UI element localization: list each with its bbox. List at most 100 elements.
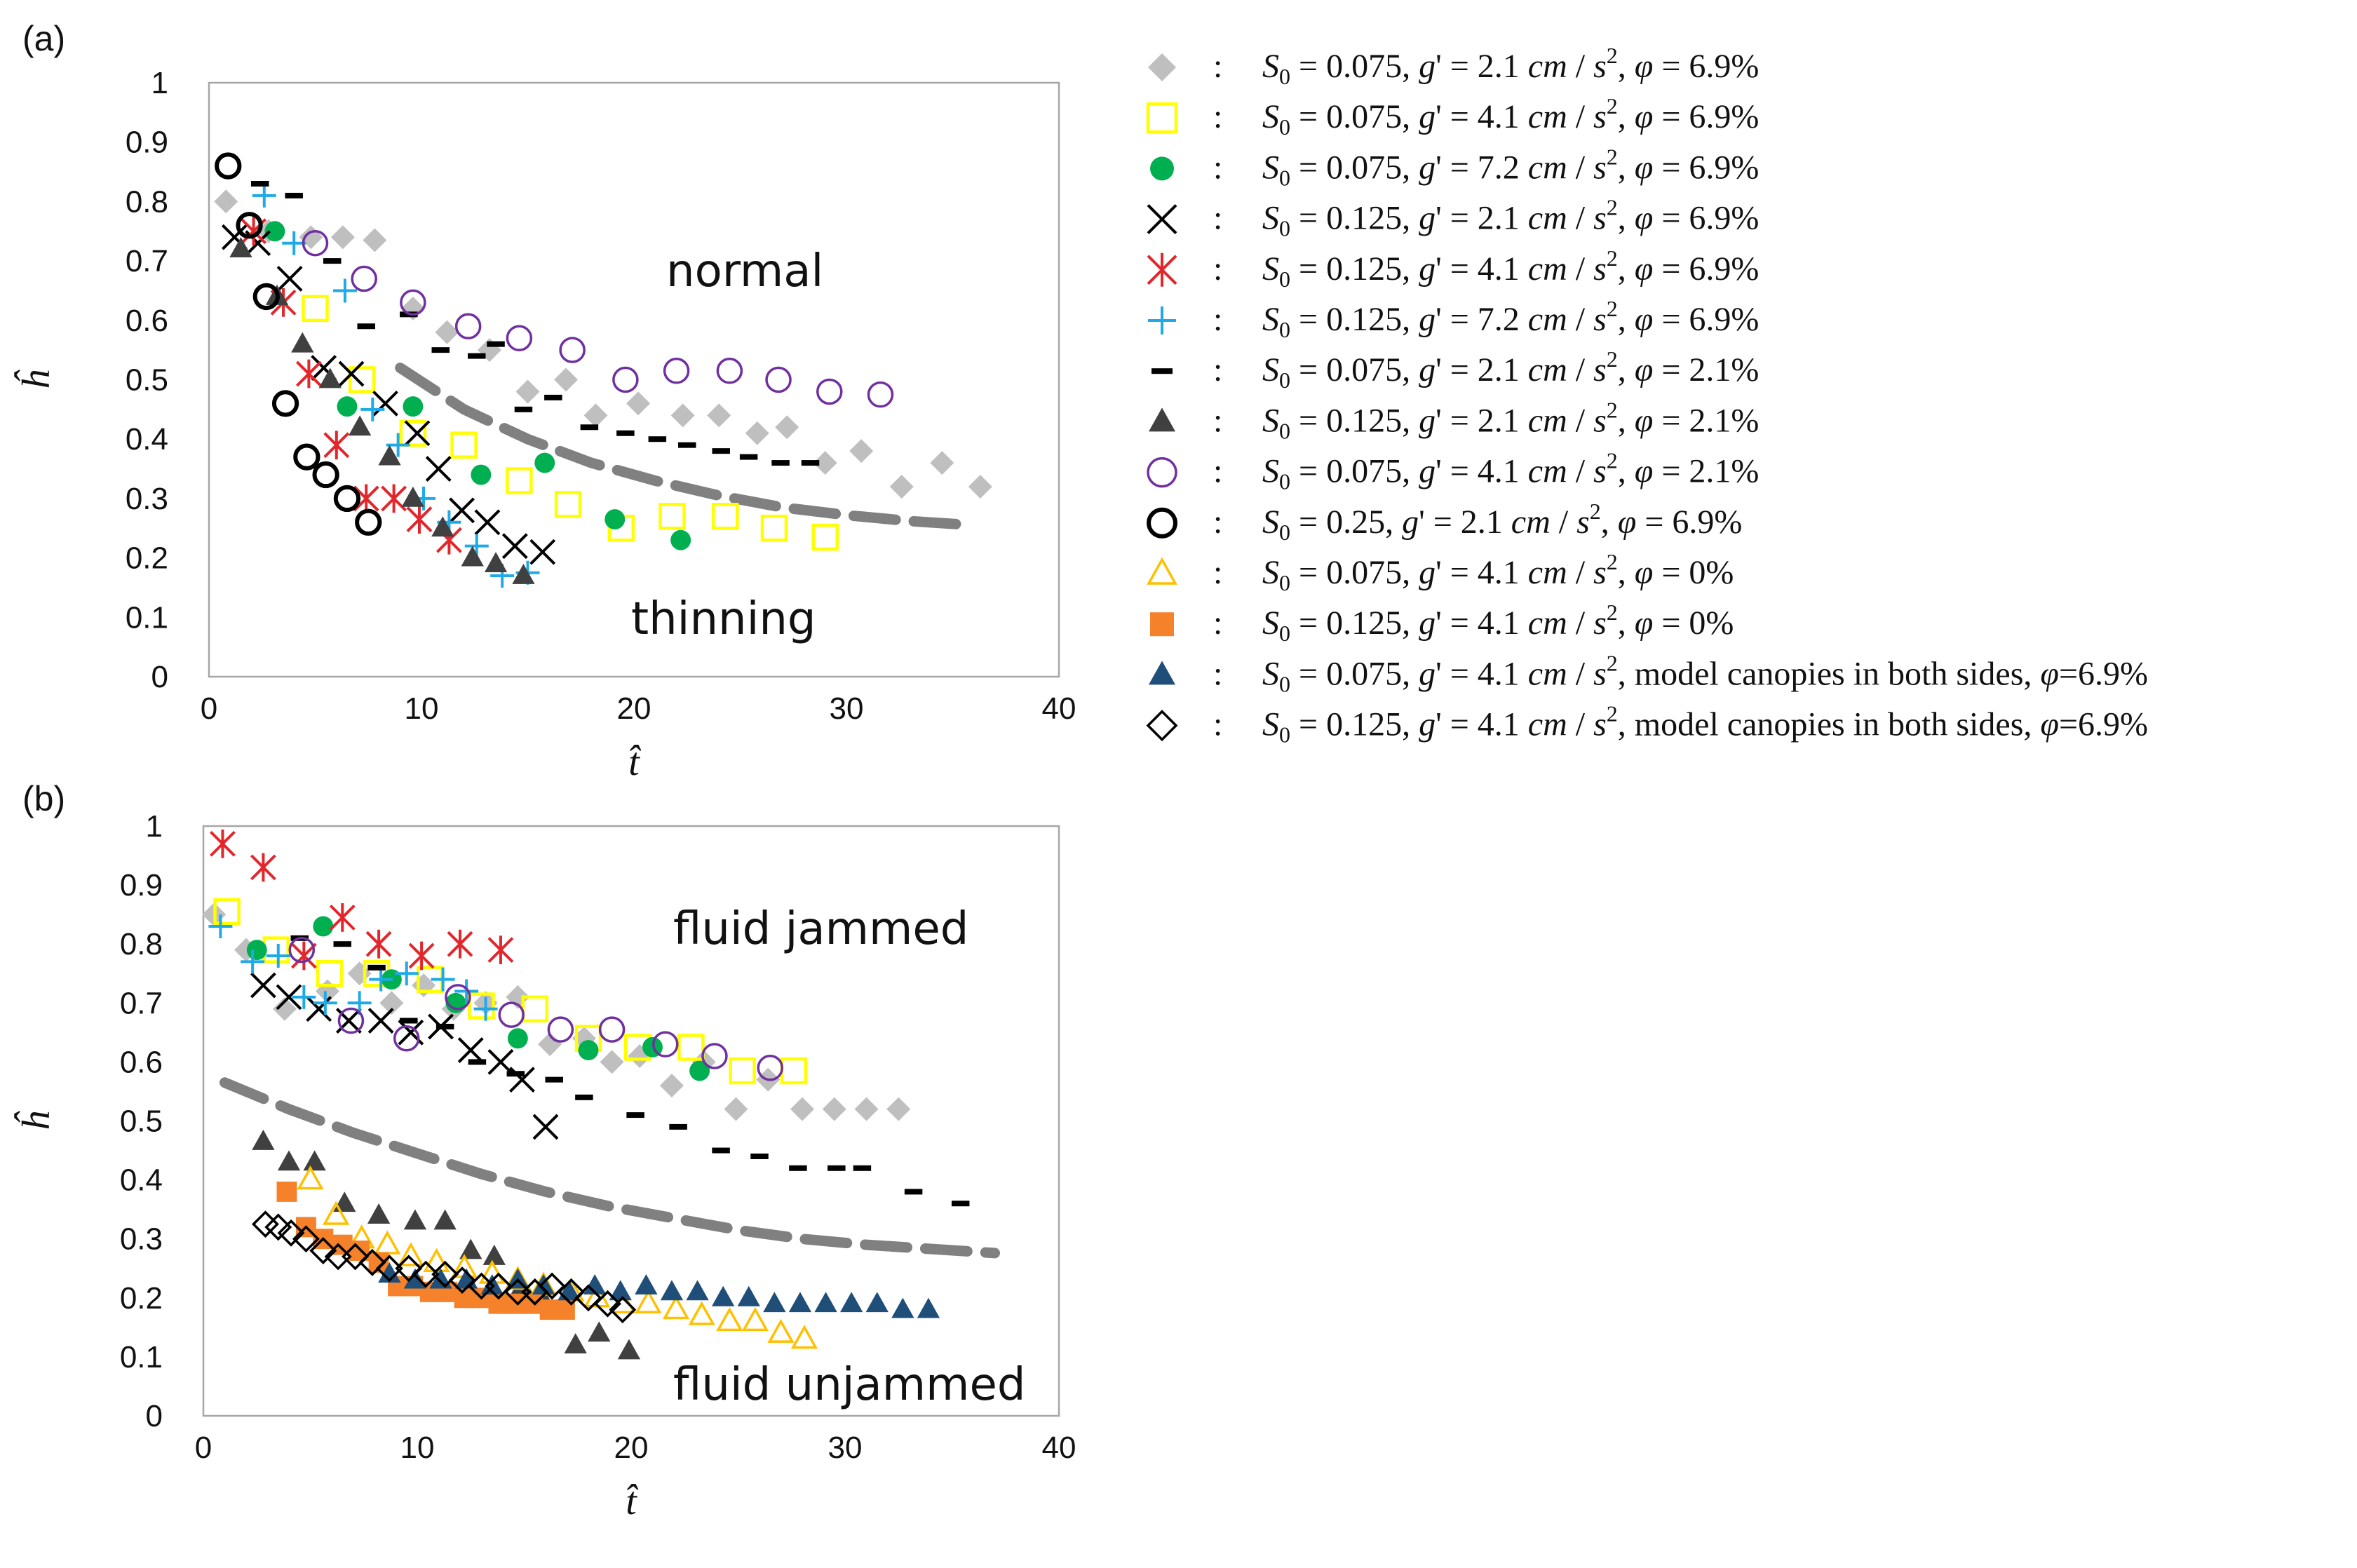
- legend-text: S0 = 0.075, g' = 7.2 cm / s2, φ = 6.9%: [1262, 144, 1759, 190]
- data-point: [487, 341, 505, 347]
- data-point: [333, 485, 361, 513]
- legend-text-part: cm: [1528, 706, 1567, 743]
- legend-text-part: = 2.1%: [1653, 402, 1759, 439]
- legend-text: S0 = 0.125, g' = 4.1 cm / s2, φ = 0%: [1262, 600, 1734, 646]
- legend-text-part: 0: [1279, 317, 1290, 342]
- legend-item-s14: : S0 = 0.125, g' = 4.1 cm / s2, model can…: [1146, 701, 2148, 748]
- legend-text-part: 2: [1607, 346, 1618, 372]
- legend-text-part: g: [1419, 351, 1436, 388]
- data-point: [473, 996, 498, 1021]
- data-point: [447, 929, 473, 959]
- x-tick-label: 0: [201, 691, 217, 726]
- y-tick-label: 0.2: [126, 541, 168, 576]
- legend-separator: :: [1213, 250, 1222, 288]
- legend-text: S0 = 0.125, g' = 2.1 cm / s2, φ = 6.9%: [1262, 195, 1759, 241]
- legend-text-part: s: [1593, 706, 1607, 743]
- data-point: [574, 1284, 602, 1312]
- legend-text-part: = 0.125,: [1290, 706, 1419, 743]
- data-point: [423, 1248, 450, 1272]
- data-point: [378, 445, 401, 466]
- legend-text-part: ' = 2.1: [1419, 503, 1511, 541]
- legend-text-part: =6.9%: [2059, 706, 2148, 743]
- data-point: [375, 1255, 403, 1283]
- data-point: [789, 1165, 807, 1171]
- data-point: [264, 221, 285, 242]
- data-point: [765, 366, 792, 393]
- y-tick-label: 0: [151, 660, 168, 694]
- legend-item-s5: : S0 = 0.125, g' = 4.1 cm / s2, φ = 6.9%: [1147, 245, 1759, 292]
- data-point: [292, 1225, 320, 1253]
- legend-marker: [1150, 612, 1174, 637]
- x-tick-label: 10: [400, 1431, 435, 1465]
- legend-text-part: g: [1419, 655, 1436, 692]
- legend-marker: [1148, 306, 1176, 334]
- series-s7: [290, 935, 970, 1207]
- data-point: [272, 996, 297, 1021]
- legend-separator: :: [1213, 149, 1222, 186]
- legend-text-part: cm: [1528, 200, 1567, 237]
- x-tick-label: 0: [195, 1431, 212, 1465]
- data-point: [295, 359, 322, 388]
- data-point: [236, 212, 263, 239]
- legend-item-s3: : S0 = 0.075, g' = 7.2 cm / s2, φ = 6.9%: [1150, 144, 1759, 190]
- legend-marker: [1147, 252, 1177, 287]
- data-point: [282, 231, 306, 255]
- y-axis-label: ĥ: [13, 1111, 58, 1131]
- legend-text-part: = 6.9%: [1653, 149, 1759, 186]
- data-point: [403, 1209, 427, 1230]
- data-point: [454, 979, 479, 1003]
- legend-text-part: S: [1262, 402, 1279, 439]
- data-point: [712, 503, 739, 530]
- y-tick-label: 0.8: [126, 184, 168, 219]
- legend-separator: :: [1213, 554, 1222, 591]
- data-point: [750, 1153, 769, 1159]
- legend-text-part: ,: [1618, 402, 1635, 439]
- legend-marker: [1148, 53, 1176, 81]
- x-tick-label: 30: [828, 1431, 863, 1465]
- legend-text-part: /: [1567, 351, 1593, 388]
- y-tick-label: 0.1: [126, 600, 168, 635]
- legend-text: S0 = 0.125, g' = 4.1 cm / s2, φ = 6.9%: [1262, 245, 1759, 292]
- data-point: [716, 1306, 743, 1332]
- data-point: [889, 474, 914, 499]
- data-point: [507, 1028, 528, 1049]
- data-point: [367, 1008, 394, 1034]
- legend-text-part: = 0.125,: [1290, 402, 1419, 439]
- data-point: [474, 509, 501, 536]
- data-point: [739, 454, 758, 460]
- data-point: [215, 152, 242, 180]
- legend-text-part: g: [1402, 503, 1419, 541]
- legend-text-part: g: [1419, 149, 1436, 186]
- series-s5: [241, 217, 462, 555]
- data-point: [303, 1150, 326, 1171]
- data-point: [445, 984, 471, 1011]
- legend-text-part: 0: [1279, 520, 1290, 545]
- series-s3: [264, 221, 691, 550]
- data-point: [333, 941, 351, 947]
- data-point: [353, 484, 379, 513]
- y-tick-label: 0.5: [120, 1104, 163, 1139]
- legend-text-part: = 0.25,: [1290, 503, 1402, 541]
- data-point: [670, 403, 695, 428]
- y-tick-label: 0.7: [126, 244, 168, 278]
- legend-text-part: ' = 2.1: [1436, 351, 1528, 388]
- legend-item-s7: : S0 = 0.075, g' = 2.1 cm / s2, φ = 2.1%: [1152, 346, 1759, 393]
- data-point: [678, 442, 696, 448]
- data-point: [372, 390, 398, 417]
- legend-marker: [1152, 368, 1173, 374]
- data-point: [393, 1025, 420, 1052]
- legend-text-part: ' = 4.1: [1436, 554, 1528, 591]
- legend-marker: [1149, 407, 1175, 432]
- legend-text: S0 = 0.075, g' = 4.1 cm / s2, φ = 6.9%: [1262, 93, 1759, 140]
- data-point: [264, 1213, 292, 1241]
- legend-text-part: s: [1593, 250, 1607, 288]
- legend-text-part: ' = 2.1: [1436, 48, 1528, 85]
- data-point: [904, 1189, 923, 1195]
- data-point: [558, 1278, 586, 1306]
- y-tick-label: 0.6: [120, 1045, 163, 1079]
- legend-text-part: g: [1419, 706, 1436, 743]
- legend-text-part: = 6.9%: [1636, 503, 1742, 541]
- data-point: [323, 258, 342, 264]
- data-point: [686, 1280, 709, 1301]
- legend-text-part: φ: [2040, 706, 2059, 743]
